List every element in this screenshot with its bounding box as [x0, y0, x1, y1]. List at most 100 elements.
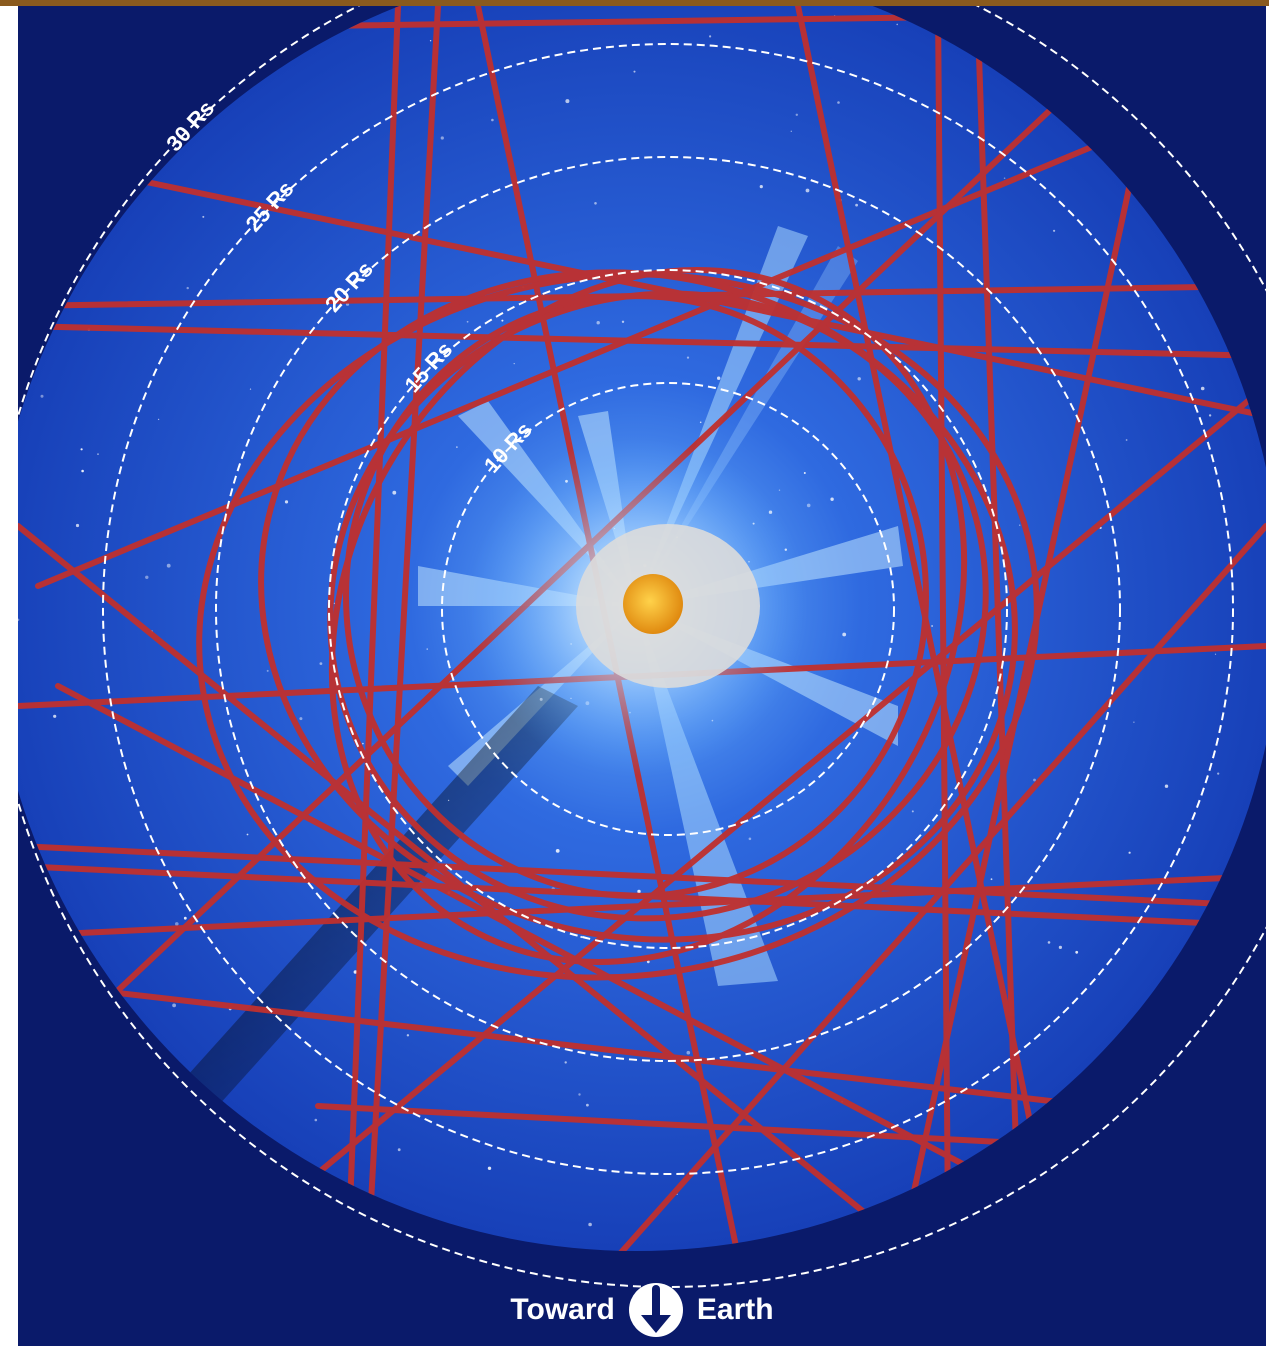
star [172, 1003, 177, 1008]
star [931, 625, 933, 627]
coronagraph-image: 10 Rs 15 Rs 20 Rs 25 Rs 30 Rs Toward Earth [18, 6, 1266, 1346]
star [686, 356, 690, 359]
star [1053, 229, 1056, 232]
star [440, 136, 444, 140]
star [319, 662, 323, 665]
star [594, 202, 597, 205]
star [202, 215, 205, 218]
star [1202, 7, 1205, 10]
star [69, 996, 74, 1001]
star [227, 52, 230, 54]
star [236, 67, 240, 71]
ring-20rs [215, 156, 1121, 1062]
star [1019, 524, 1021, 526]
star [646, 960, 650, 964]
star [896, 23, 898, 26]
occulter-shadow [178, 686, 578, 1106]
star [1125, 439, 1128, 441]
star [491, 118, 494, 122]
star [105, 208, 107, 211]
star [565, 99, 570, 104]
star [183, 916, 187, 920]
star [113, 1115, 116, 1117]
star [487, 1166, 492, 1171]
star [806, 503, 811, 508]
star [284, 500, 289, 504]
star [456, 446, 458, 448]
star [119, 186, 121, 188]
star [1065, 1206, 1068, 1210]
star [266, 669, 269, 672]
star [224, 7, 229, 12]
star [97, 453, 99, 455]
star [1173, 1088, 1177, 1092]
star [697, 1252, 700, 1255]
down-arrow-icon [628, 1283, 683, 1337]
star [1208, 414, 1212, 417]
star [855, 203, 858, 207]
star [555, 849, 560, 853]
star [564, 1061, 567, 1064]
star [633, 70, 636, 73]
sun-disk [623, 574, 683, 634]
star [621, 320, 625, 323]
star [75, 523, 80, 528]
star [249, 388, 252, 390]
star [990, 878, 993, 881]
star [1033, 778, 1036, 782]
star [830, 497, 834, 501]
star [397, 1148, 401, 1152]
star [1058, 945, 1062, 950]
star [18, 618, 20, 621]
star [246, 833, 249, 836]
star [637, 889, 641, 894]
star [748, 837, 752, 841]
star [686, 1050, 691, 1055]
star [588, 1222, 592, 1227]
star [1075, 950, 1079, 954]
star [40, 394, 44, 398]
star [447, 799, 450, 802]
star [81, 469, 84, 473]
star [1133, 721, 1135, 723]
star [80, 448, 83, 451]
star [1221, 1010, 1226, 1015]
star [175, 922, 179, 926]
star [857, 377, 861, 381]
star [1214, 653, 1217, 655]
star [34, 314, 36, 316]
earth-direction-indicator: Toward Earth [18, 1274, 1266, 1346]
star [186, 286, 189, 290]
star [790, 130, 792, 132]
star [513, 363, 515, 365]
star [1047, 941, 1051, 944]
star [229, 1246, 232, 1250]
star [314, 1118, 318, 1122]
star [429, 40, 432, 42]
star [596, 321, 600, 325]
star [385, 1264, 386, 1265]
star [350, 1210, 352, 1212]
star [353, 970, 358, 974]
distance-rings [18, 6, 1266, 1288]
star [911, 810, 914, 813]
star [1225, 1130, 1228, 1133]
star [1128, 851, 1131, 854]
star [317, 1200, 319, 1203]
star [183, 20, 187, 24]
star [759, 185, 763, 189]
star [426, 648, 428, 650]
top-border-bar [0, 0, 1269, 6]
ring-10rs [441, 382, 895, 836]
star [699, 421, 702, 424]
star [1050, 1244, 1054, 1249]
star [362, 742, 364, 745]
star [21, 1237, 25, 1241]
star [53, 714, 57, 718]
star [501, 319, 504, 322]
ring-15rs [328, 269, 1008, 949]
star [803, 472, 806, 474]
star [145, 575, 149, 579]
star [717, 376, 721, 380]
